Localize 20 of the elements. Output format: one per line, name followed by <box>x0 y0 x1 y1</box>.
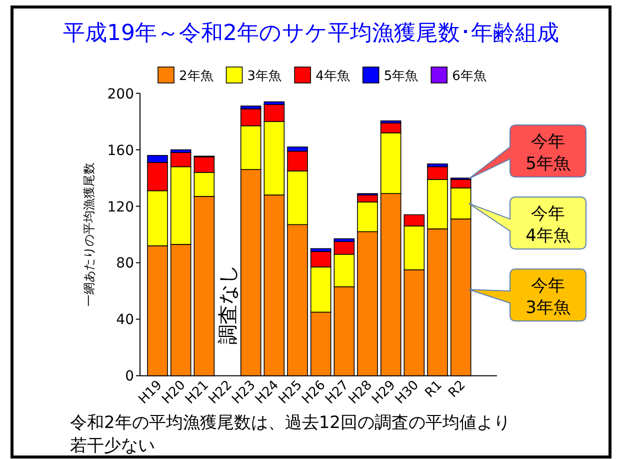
y-tick-label: 80 <box>116 256 134 272</box>
legend-label: 5年魚 <box>384 69 418 84</box>
text: 今年 4年魚 <box>526 204 570 246</box>
y-tick-label: 200 <box>107 86 134 102</box>
y-tick-label: 120 <box>107 199 134 216</box>
y-tick-label: 0 <box>125 368 134 385</box>
legend-label: 2年魚 <box>179 69 214 84</box>
x-tick-label: R1 <box>422 378 446 401</box>
text: 今年 5年魚 <box>526 132 570 174</box>
legend-label: 4年魚 <box>316 69 350 84</box>
legend-label: 3年魚 <box>247 69 282 84</box>
x-tick-label: R2 <box>446 378 469 401</box>
y-tick-label: 40 <box>116 312 134 328</box>
text: 今年 3年魚 <box>526 276 570 318</box>
y-axis-title: 一網あたりの平均漁獲尾数 <box>82 162 96 306</box>
note: 令和2年の平均漁獲尾数は、過去12回の調査の平均値より若干少ない <box>70 413 510 456</box>
legend-label: 6年魚 <box>452 69 486 84</box>
chart-title: 平成19年～令和2年のサケ平均漁獲尾数･年齢組成 <box>63 21 559 46</box>
annotation: 調査なし <box>216 264 240 344</box>
y-tick-label: 160 <box>107 142 134 159</box>
